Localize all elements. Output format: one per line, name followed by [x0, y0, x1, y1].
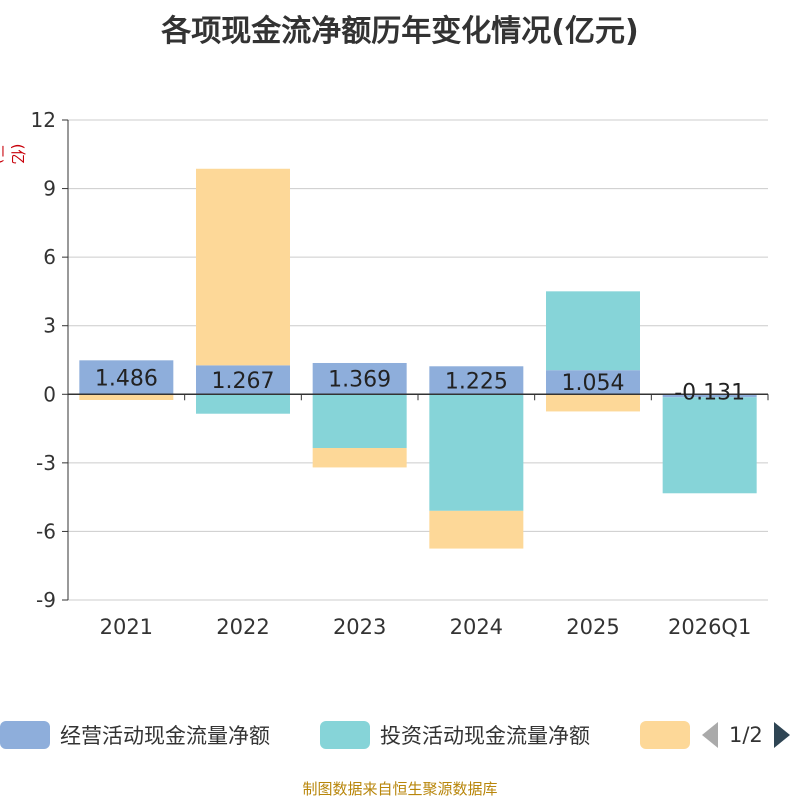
data-source-note: 制图数据来自恒生聚源数据库	[302, 780, 498, 798]
legend-swatch-operating	[0, 721, 50, 749]
y-tick-label: 0	[43, 382, 56, 406]
y-tick-label: 6	[43, 245, 56, 269]
x-tick-label: 2021	[100, 615, 153, 639]
bar-segment-2022-series-3	[196, 168, 290, 366]
bar-segment-2023-series-2	[312, 394, 407, 448]
legend: 经营活动现金流量净额 投资活动现金流量净额 1/2	[0, 716, 800, 754]
legend-label-investing: 投资活动现金流量净额	[380, 724, 590, 748]
pager-text: 1/2	[729, 723, 763, 747]
bar-segment-2026Q1-series-2	[662, 397, 757, 494]
legend-label-operating: 经营活动现金流量净额	[60, 724, 270, 748]
bar-segment-2021-series-1	[79, 360, 174, 395]
pager-prev-icon[interactable]	[700, 720, 720, 750]
data-label-2025: 1.054	[562, 371, 625, 396]
y-tick-label: -6	[36, 519, 56, 543]
x-tick-label: 2026Q1	[668, 615, 751, 639]
bar-segment-2024-series-1	[429, 366, 524, 395]
y-tick-label: 3	[43, 314, 56, 338]
bar-segment-2022-series-2	[196, 394, 290, 414]
y-tick-label: 12	[31, 108, 56, 132]
legend-swatch-investing	[320, 721, 370, 749]
x-tick-label: 2024	[450, 615, 503, 639]
chart-title: 各项现金流净额历年变化情况(亿元)	[161, 14, 639, 49]
y-tick-label: -3	[36, 451, 56, 475]
bar-segment-2026Q1-series-1	[662, 394, 757, 398]
data-label-2022: 1.267	[212, 369, 275, 394]
bar-segment-2024-series-3	[429, 510, 524, 549]
legend-swatch-series-3	[640, 721, 690, 749]
bar-segment-2023-series-3	[312, 448, 407, 468]
legend-pager: 1/2	[700, 716, 792, 754]
data-label-2024: 1.225	[445, 369, 508, 394]
data-label-2021: 1.486	[95, 366, 158, 391]
legend-item-series-3[interactable]	[640, 716, 700, 754]
y-tick-label: -9	[36, 588, 56, 612]
x-tick-label: 2025	[566, 615, 619, 639]
pager-next-icon[interactable]	[772, 720, 792, 750]
bar-segment-2025-series-1	[546, 370, 640, 395]
bar-segment-2022-series-1	[196, 365, 290, 395]
bar-segment-2021-series-3	[79, 394, 174, 400]
x-tick-label: 2023	[333, 615, 386, 639]
bar-segment-2024-series-2	[429, 394, 524, 511]
bar-segment-2025-series-3	[546, 394, 640, 412]
legend-item-investing[interactable]: 投资活动现金流量净额	[320, 716, 590, 754]
x-tick-label: 2022	[216, 615, 269, 639]
bar-segment-2023-series-1	[312, 362, 407, 395]
data-label-2026Q1: -0.131	[674, 380, 745, 405]
legend-item-operating[interactable]: 经营活动现金流量净额	[0, 716, 270, 754]
y-tick-label: 9	[43, 177, 56, 201]
data-label-2023: 1.369	[328, 368, 391, 393]
bar-segment-2025-series-2	[546, 291, 640, 371]
